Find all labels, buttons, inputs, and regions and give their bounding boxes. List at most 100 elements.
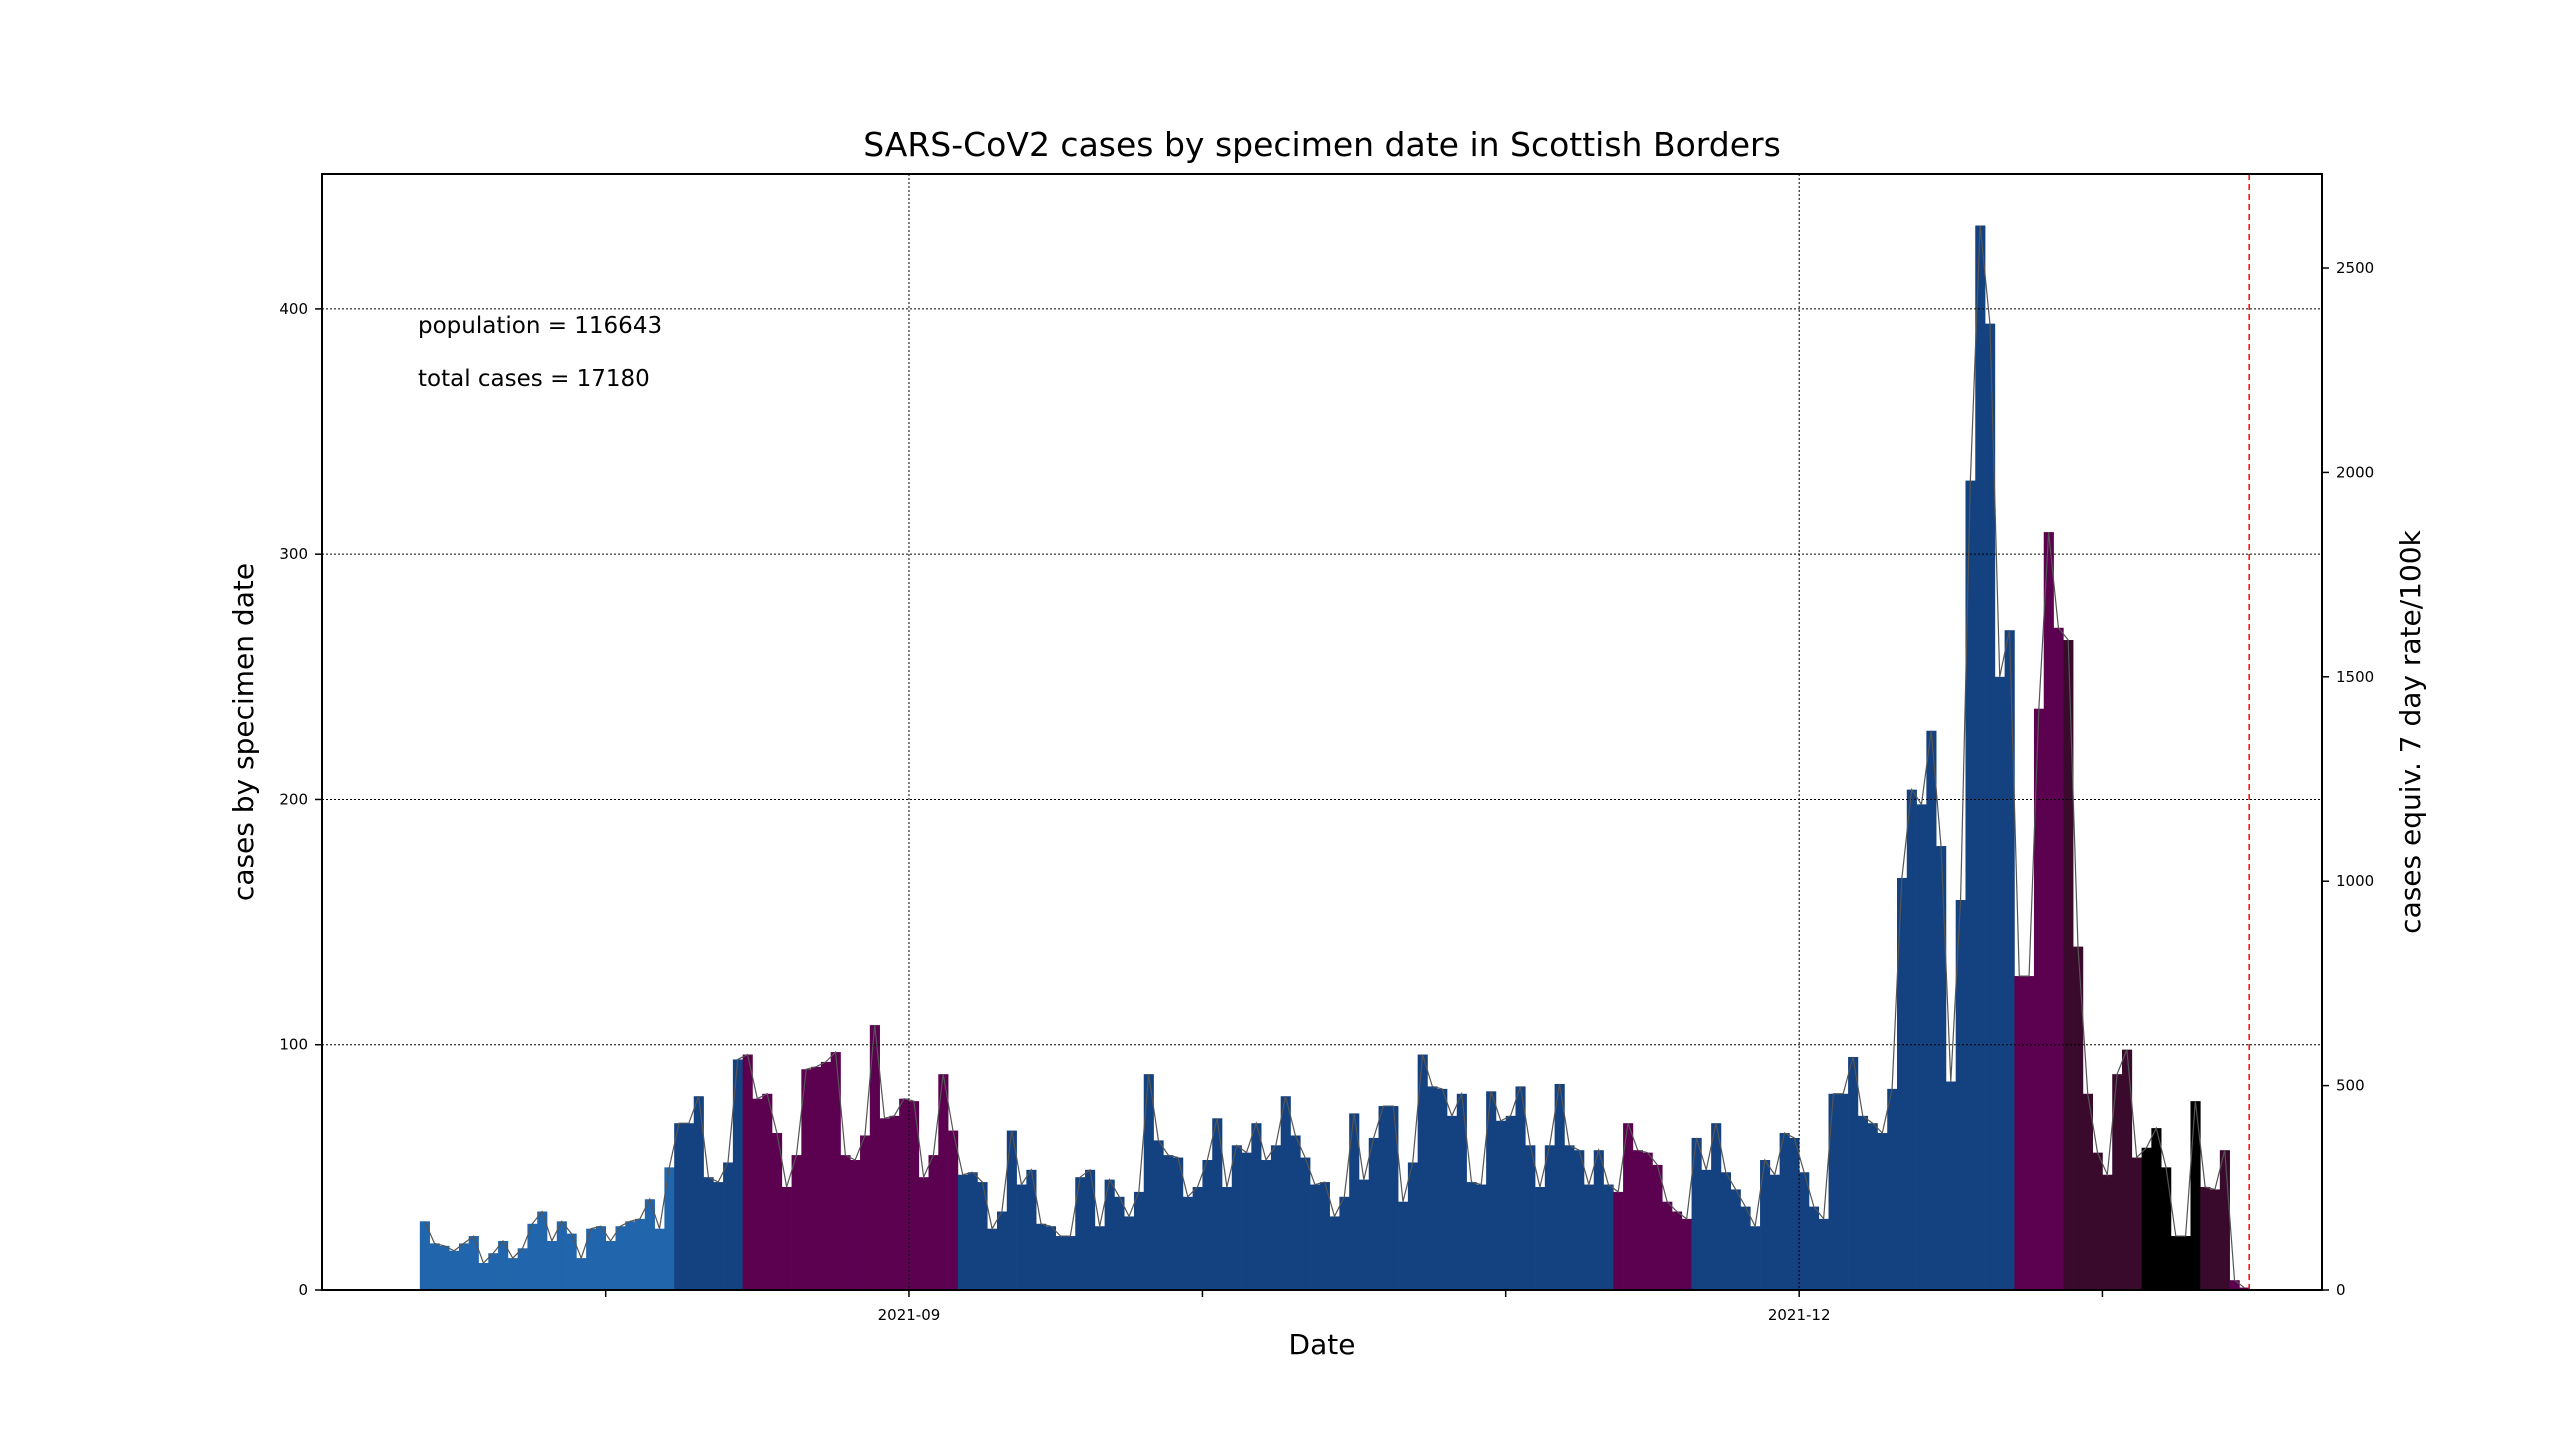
bar-43: [840, 1155, 851, 1290]
bar-21: [625, 1221, 636, 1290]
bar-51: [918, 1177, 929, 1290]
bar-50: [908, 1101, 920, 1290]
bar-119: [1583, 1184, 1595, 1290]
bar-179: [2170, 1236, 2182, 1290]
bar-28: [693, 1096, 704, 1290]
bar-8: [498, 1240, 509, 1290]
bar-48: [889, 1115, 900, 1290]
bar-115: [1544, 1145, 1555, 1290]
bar-111: [1505, 1115, 1516, 1290]
bar-14: [556, 1221, 567, 1290]
y-right-axis-title: cases equiv. 7 day rate/100k: [2394, 529, 2427, 933]
bar-58: [987, 1228, 998, 1290]
bar-147: [1857, 1115, 1868, 1290]
bar-87: [1270, 1145, 1282, 1290]
bar-86: [1261, 1160, 1272, 1290]
bar-31: [723, 1162, 734, 1290]
bar-7: [488, 1253, 499, 1290]
bar-23: [644, 1199, 655, 1290]
bar-49: [899, 1098, 910, 1290]
bar-25: [664, 1167, 675, 1290]
bar-62: [1026, 1169, 1037, 1290]
bar-105: [1447, 1115, 1458, 1290]
bar-142: [1808, 1206, 1820, 1290]
bar-2: [439, 1245, 450, 1290]
bar-71: [1114, 1196, 1125, 1290]
bar-57: [977, 1182, 988, 1290]
bar-146: [1848, 1056, 1859, 1290]
bar-33: [742, 1054, 753, 1290]
bar-134: [1730, 1189, 1741, 1290]
bar-166: [2043, 532, 2054, 1290]
bar-177: [2151, 1128, 2162, 1290]
bar-120: [1593, 1150, 1604, 1290]
bar-170: [2082, 1093, 2093, 1290]
population-annotation: population = 116643: [418, 313, 662, 339]
bar-176: [2141, 1147, 2152, 1290]
bar-76: [1163, 1155, 1174, 1290]
bar-137: [1760, 1160, 1771, 1290]
bar-55: [957, 1174, 968, 1290]
y-tick-label-100: 100: [279, 1036, 308, 1054]
bar-34: [752, 1098, 763, 1290]
bar-131: [1701, 1169, 1712, 1290]
bar-19: [605, 1240, 616, 1290]
bar-103: [1427, 1086, 1438, 1290]
bar-148: [1867, 1123, 1878, 1290]
bar-74: [1143, 1074, 1154, 1290]
bar-123: [1623, 1123, 1634, 1290]
bar-32: [732, 1059, 743, 1290]
y2-tick-label-2500: 2500: [2336, 259, 2374, 277]
bar-26: [674, 1123, 685, 1290]
bar-185: [2229, 1280, 2240, 1290]
bar-61: [1016, 1184, 1027, 1290]
bar-44: [850, 1160, 861, 1290]
bar-84: [1241, 1152, 1252, 1290]
bar-79: [1192, 1186, 1203, 1290]
bar-13: [547, 1240, 558, 1290]
bar-64: [1045, 1226, 1057, 1290]
bar-73: [1133, 1191, 1145, 1290]
bar-124: [1632, 1150, 1643, 1290]
bar-78: [1182, 1196, 1193, 1290]
bar-127: [1662, 1201, 1673, 1290]
x-tick-label-1: 2021-09: [878, 1306, 941, 1324]
bar-109: [1486, 1091, 1497, 1290]
bar-80: [1202, 1160, 1213, 1290]
y-tick-label-0: 0: [298, 1281, 308, 1299]
bar-72: [1124, 1216, 1135, 1290]
bar-3: [449, 1250, 460, 1290]
chart-title: SARS-CoV2 cases by specimen date in Scot…: [863, 125, 1781, 164]
bar-54: [948, 1130, 959, 1290]
bar-157: [1955, 900, 1966, 1290]
bar-183: [2210, 1189, 2221, 1290]
bar-162: [2004, 630, 2015, 1290]
bar-152: [1906, 789, 1917, 1290]
grid-layer: [322, 174, 2322, 1290]
bar-106: [1456, 1093, 1467, 1290]
bar-104: [1437, 1088, 1448, 1290]
bar-40: [811, 1066, 822, 1290]
bar-45: [860, 1135, 871, 1290]
bar-159: [1975, 225, 1986, 1290]
bar-108: [1476, 1184, 1487, 1290]
bar-24: [654, 1228, 665, 1290]
bar-107: [1466, 1182, 1477, 1290]
bar-60: [1006, 1130, 1017, 1290]
bar-135: [1740, 1206, 1751, 1290]
bar-59: [997, 1211, 1008, 1290]
bar-116: [1554, 1083, 1565, 1290]
bar-98: [1378, 1106, 1389, 1290]
bar-66: [1065, 1236, 1076, 1290]
bar-92: [1319, 1182, 1330, 1290]
trend-layer: [424, 225, 2245, 1289]
bar-82: [1222, 1186, 1233, 1290]
bar-110: [1495, 1120, 1507, 1290]
bar-130: [1691, 1137, 1702, 1290]
bar-96: [1358, 1179, 1370, 1290]
bar-95: [1349, 1113, 1360, 1290]
bar-29: [703, 1177, 714, 1290]
bar-15: [566, 1233, 577, 1290]
bar-97: [1368, 1137, 1379, 1290]
bar-93: [1329, 1216, 1340, 1290]
